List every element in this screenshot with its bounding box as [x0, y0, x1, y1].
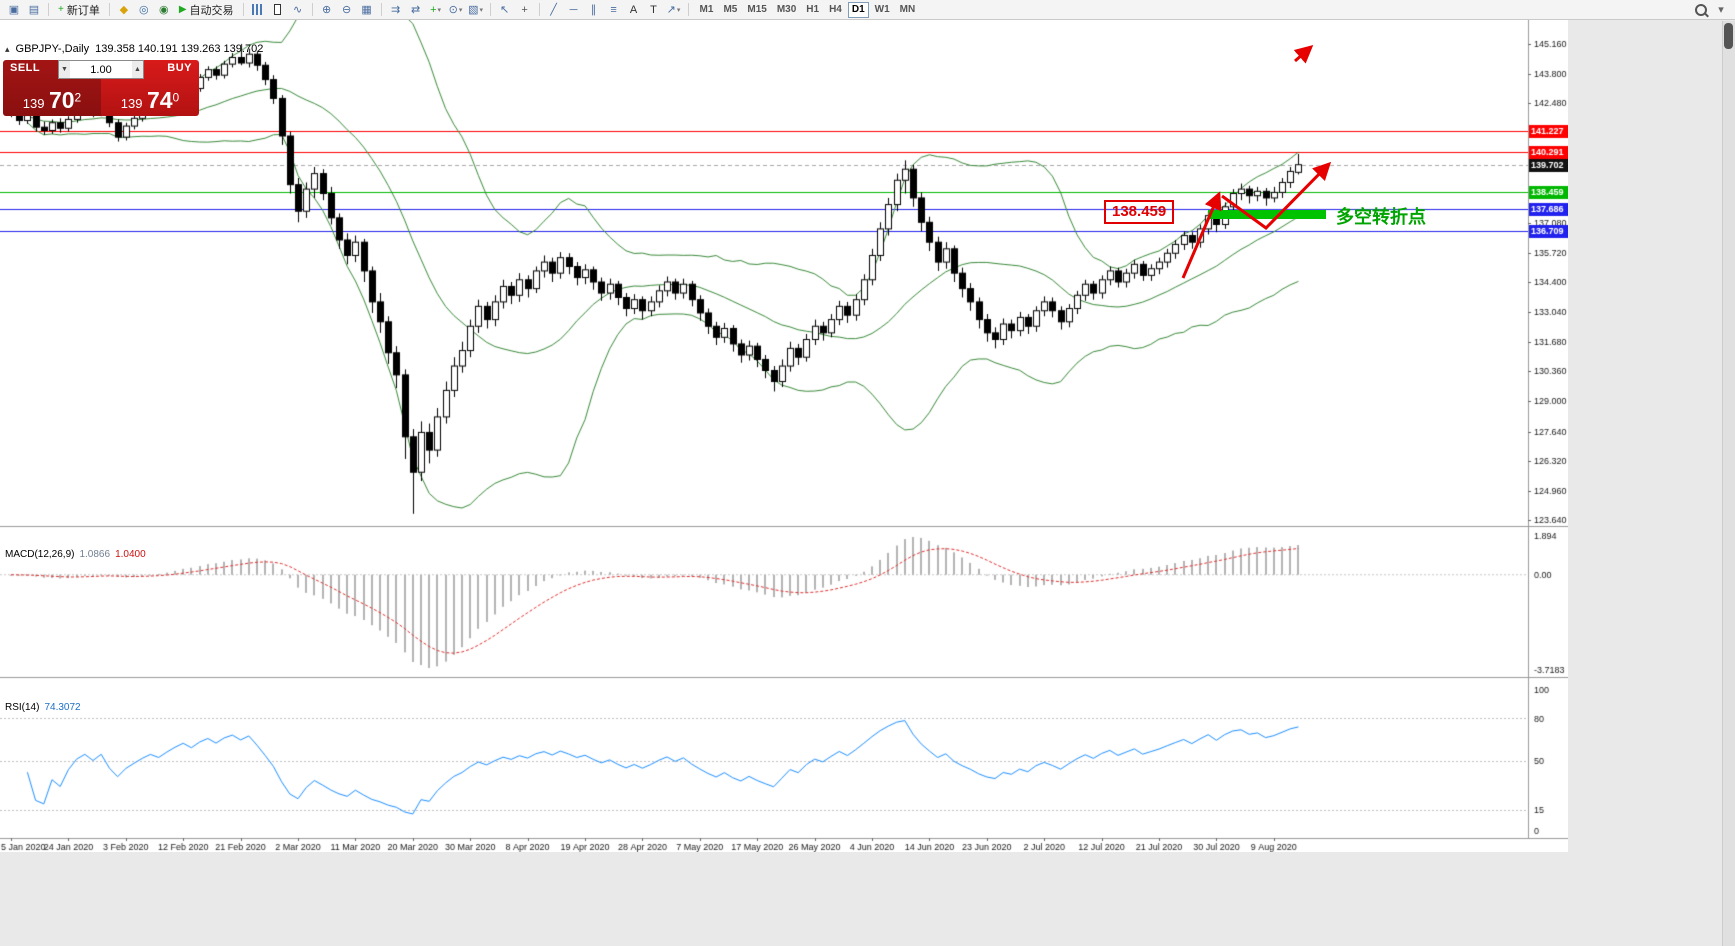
volume-increase-button[interactable]: ▲: [132, 61, 143, 78]
chart-symbol-period: GBPJPY-,Daily: [15, 43, 90, 55]
toolbar-separator: [538, 3, 540, 16]
turning-point-annotation[interactable]: 多空转折点: [1336, 207, 1426, 227]
buy-price: 139 740: [120, 87, 180, 113]
sell-label: SELL: [10, 62, 41, 74]
chart-shift-icon[interactable]: ⇄: [410, 4, 421, 16]
rsi-value: 74.3072: [44, 702, 81, 713]
rsi-label: RSI(14): [5, 702, 40, 713]
periods-icon[interactable]: ⊙ ▾: [448, 4, 463, 16]
one-click-collapse-icon[interactable]: ▴: [5, 43, 10, 54]
timeframe-h1[interactable]: H1: [806, 3, 820, 15]
arrows-icon-dropdown[interactable]: ▾: [676, 6, 681, 14]
scrollbar-thumb[interactable]: [1724, 23, 1733, 49]
line-chart-icon[interactable]: ∿: [292, 4, 303, 16]
metaeditor-icon[interactable]: ◆: [119, 4, 129, 16]
text-icon[interactable]: A: [629, 3, 638, 16]
macd-value-main: 1.0866: [79, 549, 111, 560]
price-level-flag[interactable]: 138.459: [1104, 200, 1175, 224]
fibonacci-icon[interactable]: ≡: [610, 3, 617, 16]
autotrading-button[interactable]: ▶ 自动交易: [174, 2, 239, 18]
volume-input[interactable]: ▼ 1.00 ▲: [58, 60, 144, 79]
trendline-icon[interactable]: ╱: [550, 4, 557, 16]
timeframe-d1[interactable]: D1: [847, 1, 869, 18]
toolbar-separator: [108, 3, 110, 16]
indicators-icon[interactable]: + ▾: [430, 3, 442, 16]
new-order-button-label: 新订单: [66, 4, 100, 17]
price-chart-canvas[interactable]: [0, 20, 1568, 852]
toolbar-separator: [380, 3, 382, 16]
arrows-icon[interactable]: ↗ ▾: [666, 4, 681, 16]
timeframe-m5[interactable]: M5: [723, 3, 738, 15]
new-order-button[interactable]: + 新订单: [53, 2, 105, 18]
macd-indicator-header: MACD(12,26,9) 1.0866 1.0400: [5, 549, 146, 560]
tile-windows-icon[interactable]: ▦: [361, 4, 372, 16]
timeframe-mn[interactable]: MN: [899, 3, 916, 15]
timeframe-h4[interactable]: H4: [829, 3, 842, 15]
zoom-in-icon[interactable]: ⊕: [321, 4, 332, 16]
periods-icon-dropdown[interactable]: ▾: [458, 6, 463, 14]
templates-icon-dropdown[interactable]: ▾: [479, 6, 483, 14]
rsi-indicator-header: RSI(14) 74.3072: [5, 702, 81, 713]
support-zone-highlight[interactable]: [1208, 210, 1326, 219]
macd-label: MACD(12,26,9): [5, 549, 75, 560]
profiles-icon[interactable]: ▤: [28, 4, 40, 16]
crosshair-icon[interactable]: +: [521, 3, 528, 16]
zoom-out-icon[interactable]: ⊖: [341, 4, 352, 16]
one-click-trading-panel: SELL 139 702 BUY 139 740 ▼ 1.00 ▲: [3, 60, 199, 116]
market-watch-icon[interactable]: ◎: [139, 4, 149, 16]
channel-icon[interactable]: ∥: [590, 4, 597, 16]
chart-ohlc-values: 139.358 140.191 139.263 139.702: [95, 43, 264, 55]
toolbar-separator: [48, 3, 49, 16]
cursor-icon[interactable]: ↖: [499, 4, 510, 16]
timeframe-m15[interactable]: M15: [747, 3, 767, 15]
toolbar-separator: [489, 3, 491, 16]
toolbar-separator: [687, 3, 689, 16]
chart-window: ▴ GBPJPY-,Daily 139.358 140.191 139.263 …: [0, 20, 1568, 852]
horizontal-line-icon[interactable]: ─: [569, 3, 578, 16]
auto-scroll-icon[interactable]: ⇉: [390, 4, 401, 16]
timeframe-m1[interactable]: M1: [699, 3, 714, 15]
macd-value-signal: 1.0400: [115, 549, 146, 560]
autotrading-button-icon: ▶: [178, 4, 187, 15]
bar-chart-icon[interactable]: [249, 2, 267, 18]
label-icon[interactable]: T: [650, 3, 657, 16]
search-icon: [1695, 3, 1707, 16]
templates-icon[interactable]: ▧ ▾: [468, 4, 483, 16]
news-icon[interactable]: ◉: [159, 4, 169, 16]
sell-price: 139 702: [22, 87, 82, 113]
candlestick-icon: [274, 4, 282, 15]
new-order-button-icon: +: [58, 4, 64, 15]
autotrading-button-label: 自动交易: [189, 4, 234, 17]
timeframe-w1[interactable]: W1: [874, 3, 890, 15]
toolbar: ▣ ▤ + 新订单 ◆ ◎ ◉ ▶ 自动交易 ∿ ⊕ ⊖ ▦ ⇉ ⇄ + ▾ ⊙ ▾ ▧ ▾ ↖ + ╱ ─ ∥ ≡ A T ↗ ▾ M1 M5…: [0, 0, 1735, 20]
new-chart-icon[interactable]: ▣: [8, 4, 20, 16]
panel-toggle-icon[interactable]: ▾: [1718, 4, 1724, 16]
vertical-scrollbar[interactable]: [1722, 21, 1735, 946]
toolbar-separator: [311, 3, 313, 16]
volume-value: 1.00: [90, 63, 112, 76]
indicators-icon-dropdown[interactable]: ▾: [437, 6, 442, 14]
timeframe-group: M1 M5 M15 M30 H1 H4 D1 W1 MN: [695, 1, 921, 18]
buy-label: BUY: [167, 62, 192, 74]
volume-decrease-button[interactable]: ▼: [59, 61, 70, 78]
bar-chart-icon: [252, 4, 264, 15]
chart-ohlc-header: ▴ GBPJPY-,Daily 139.358 140.191 139.263 …: [5, 43, 263, 55]
search-icon[interactable]: [1692, 2, 1710, 18]
toolbar-separator: [242, 3, 244, 16]
timeframe-m30[interactable]: M30: [776, 3, 797, 15]
candlestick-icon[interactable]: [269, 2, 287, 18]
